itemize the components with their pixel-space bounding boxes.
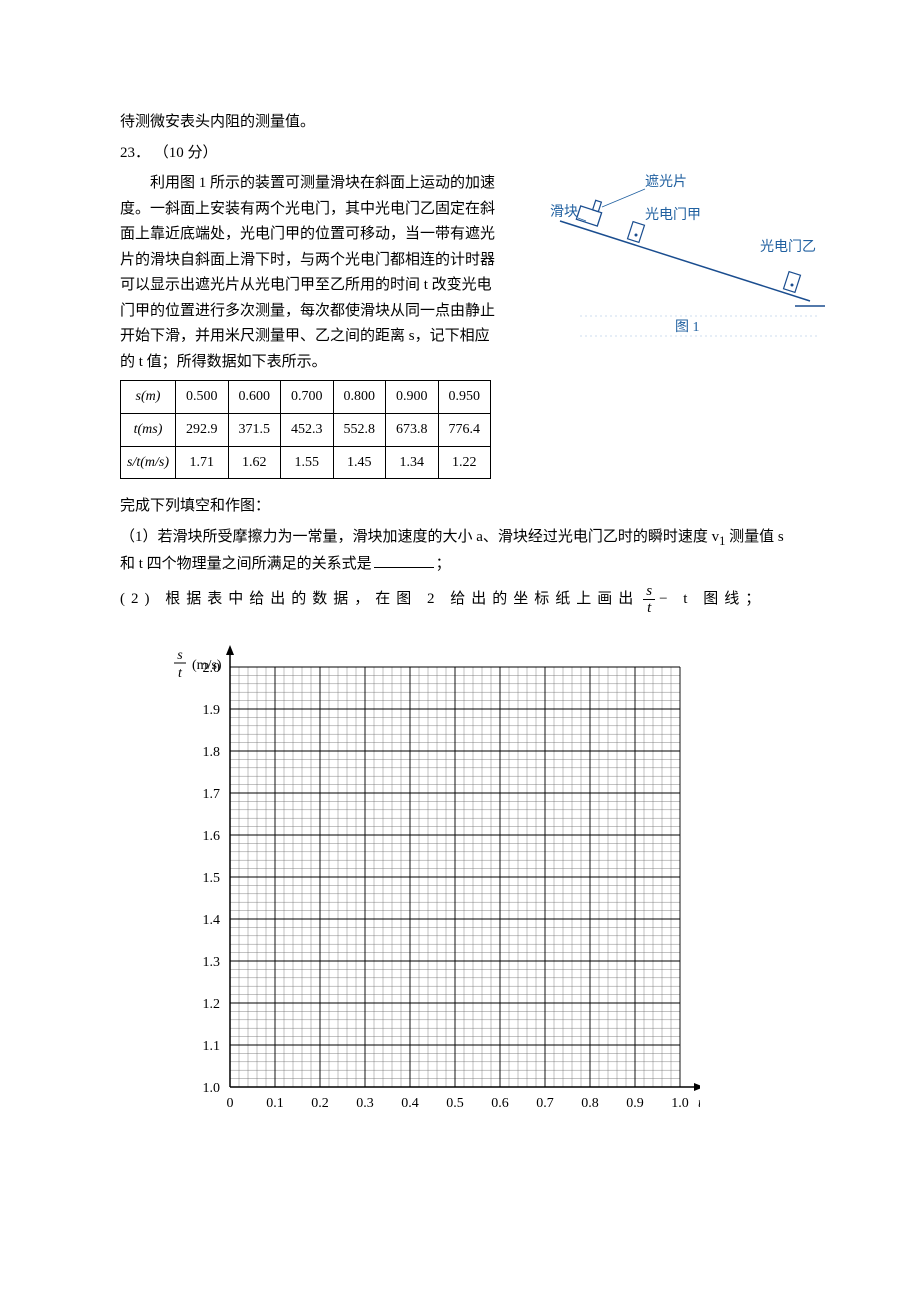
svg-text:光电门甲: 光电门甲 (645, 207, 701, 223)
svg-text:1.5: 1.5 (203, 871, 221, 886)
table-cell: 0.500 (176, 381, 229, 414)
svg-text:1.8: 1.8 (203, 745, 221, 760)
svg-text:0.5: 0.5 (446, 1096, 464, 1111)
svg-text:s: s (177, 648, 183, 663)
svg-text:遮光片: 遮光片 (645, 174, 687, 190)
table-row-header: s(m) (121, 381, 176, 414)
svg-text:0.4: 0.4 (401, 1096, 419, 1111)
table-cell: 1.71 (176, 446, 229, 479)
table-cell: 552.8 (333, 413, 386, 446)
frac-num: s (643, 583, 655, 601)
svg-text:1.2: 1.2 (203, 997, 221, 1012)
table-row: s(m)0.5000.6000.7000.8000.9000.950 (121, 381, 491, 414)
table-cell: 0.900 (386, 381, 439, 414)
table-cell: 673.8 (386, 413, 439, 446)
q1-line: （1）若滑块所受摩擦力为一常量，滑块加速度的大小 a、滑块经过光电门乙时的瞬时速… (120, 525, 800, 578)
frac-s-over-t: s t (643, 583, 655, 617)
svg-text:(m/s): (m/s) (192, 658, 222, 673)
table-cell: 292.9 (176, 413, 229, 446)
q23-section: 23． （10 分） 利用图 1 所示的装置可测量滑块在斜面上运动的加速度。一斜… (120, 141, 800, 376)
svg-text:1.9: 1.9 (203, 703, 221, 718)
fillin-header: 完成下列填空和作图： (120, 494, 800, 520)
table-cell: 776.4 (438, 413, 491, 446)
q1-text-a: （1）若滑块所受摩擦力为一常量，滑块加速度的大小 a、滑块经过光电门乙时的瞬时速… (120, 529, 719, 545)
svg-text:1.0: 1.0 (671, 1096, 689, 1111)
svg-text:光电门乙: 光电门乙 (760, 239, 816, 255)
table-row-header: t(ms) (121, 413, 176, 446)
svg-text:1.7: 1.7 (203, 787, 221, 802)
table-cell: 0.800 (333, 381, 386, 414)
table-row-header: s/t(m/s) (121, 446, 176, 479)
q2-text-b: − t 图线； (659, 587, 766, 613)
q1-blank[interactable] (374, 567, 434, 568)
table-cell: 0.950 (438, 381, 491, 414)
table-cell: 371.5 (228, 413, 281, 446)
table-cell: 1.55 (281, 446, 334, 479)
svg-text:0.3: 0.3 (356, 1096, 374, 1111)
q23-header: 23． （10 分） (120, 141, 800, 167)
data-table: s(m)0.5000.6000.7000.8000.9000.950t(ms)2… (120, 380, 491, 479)
svg-text:1.1: 1.1 (203, 1039, 221, 1054)
svg-text:0.7: 0.7 (536, 1096, 554, 1111)
q1-sub: 1 (719, 534, 725, 548)
table-cell: 1.45 (333, 446, 386, 479)
graph-svg: 2.01.91.81.71.61.51.41.31.21.11.000.10.2… (150, 637, 700, 1147)
svg-text:0.2: 0.2 (311, 1096, 329, 1111)
q1-text-c: ； (436, 556, 451, 572)
svg-text:1.3: 1.3 (203, 955, 221, 970)
svg-text:滑块: 滑块 (550, 203, 578, 220)
q2-text-a: (2) 根据表中给出的数据，在图 2 给出的坐标纸上画出 (120, 587, 639, 613)
svg-text:t/s: t/s (698, 1096, 700, 1111)
table-row: t(ms)292.9371.5452.3552.8673.8776.4 (121, 413, 491, 446)
svg-text:1.4: 1.4 (203, 913, 221, 928)
incline-diagram-svg: 遮光片滑块 光电门甲光电门乙图 1 (550, 171, 830, 341)
table-cell: 0.700 (281, 381, 334, 414)
incline-diagram: 遮光片滑块 光电门甲光电门乙图 1 (550, 171, 830, 341)
svg-text:1.6: 1.6 (203, 829, 221, 844)
table-row: s/t(m/s)1.711.621.551.451.341.22 (121, 446, 491, 479)
svg-text:t: t (178, 666, 183, 681)
svg-text:0.1: 0.1 (266, 1096, 284, 1111)
svg-text:0.6: 0.6 (491, 1096, 509, 1111)
svg-text:1.0: 1.0 (203, 1081, 221, 1096)
table-cell: 1.34 (386, 446, 439, 479)
table-cell: 452.3 (281, 413, 334, 446)
q2-line: (2) 根据表中给出的数据，在图 2 给出的坐标纸上画出 s t − t 图线； (120, 583, 800, 617)
table-cell: 1.22 (438, 446, 491, 479)
lead-line: 待测微安表头内阻的测量值。 (120, 110, 800, 136)
svg-text:0.8: 0.8 (581, 1096, 599, 1111)
svg-text:0.9: 0.9 (626, 1096, 644, 1111)
q23-paragraph: 利用图 1 所示的装置可测量滑块在斜面上运动的加速度。一斜面上安装有两个光电门，… (120, 171, 500, 375)
svg-text:图 1: 图 1 (675, 320, 700, 335)
table-cell: 0.600 (228, 381, 281, 414)
frac-den: t (644, 600, 654, 617)
graph-paper: 2.01.91.81.71.61.51.41.31.21.11.000.10.2… (150, 637, 800, 1157)
table-cell: 1.62 (228, 446, 281, 479)
svg-text:0: 0 (227, 1096, 234, 1111)
